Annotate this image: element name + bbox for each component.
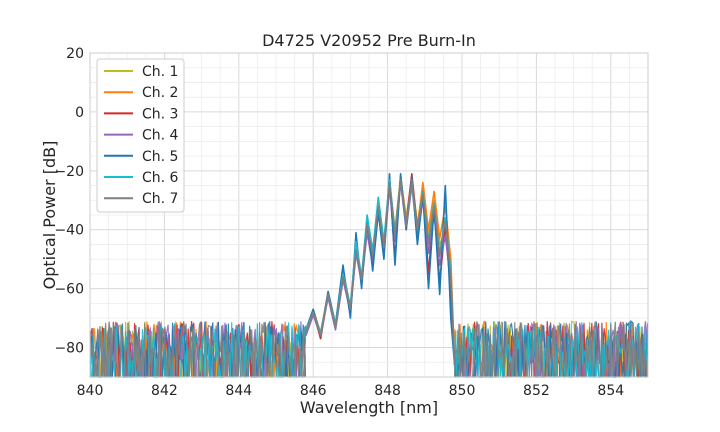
legend: Ch. 1 Ch. 2 Ch. 3 Ch. 4 Ch. 5 Ch. 6 Ch. 7 — [96, 58, 185, 213]
plot-frame — [89, 52, 649, 378]
y-tick-label: 20 — [66, 46, 84, 62]
y-axis-title: Optical Power [dB] — [40, 141, 59, 290]
legend-label: Ch. 7 — [142, 191, 178, 207]
legend-label: Ch. 4 — [142, 128, 179, 144]
legend-box — [96, 58, 185, 213]
y-tick-label: −80 — [54, 341, 84, 357]
legend-label: Ch. 3 — [142, 106, 178, 122]
x-tick-label: 844 — [225, 383, 252, 399]
x-tick-label: 848 — [374, 383, 401, 399]
y-tick-label: −20 — [54, 164, 84, 180]
x-tick-label: 854 — [597, 383, 624, 399]
series-line-ch7 — [305, 178, 456, 366]
x-tick-labels: 840 842 844 846 848 850 852 854 — [77, 383, 625, 399]
y-tick-label: 0 — [75, 105, 84, 121]
x-tick-label: 846 — [300, 383, 327, 399]
x-tick-label: 850 — [449, 383, 476, 399]
chart-title: D4725 V20952 Pre Burn-In — [262, 31, 476, 50]
noise-trace-ch7 — [454, 321, 649, 378]
y-tick-label: −60 — [54, 282, 84, 298]
legend-label: Ch. 2 — [142, 85, 178, 101]
legend-label: Ch. 5 — [142, 149, 178, 165]
series-lines — [305, 173, 456, 366]
x-axis-title: Wavelength [nm] — [300, 398, 438, 417]
x-tick-label: 840 — [77, 383, 104, 399]
x-tick-label: 852 — [523, 383, 550, 399]
legend-label: Ch. 6 — [142, 170, 179, 186]
y-tick-label: −40 — [54, 223, 84, 239]
y-tick-labels: 20 0 −20 −40 −60 −80 — [54, 46, 84, 357]
legend-label: Ch. 1 — [142, 64, 178, 80]
x-tick-label: 842 — [151, 383, 178, 399]
